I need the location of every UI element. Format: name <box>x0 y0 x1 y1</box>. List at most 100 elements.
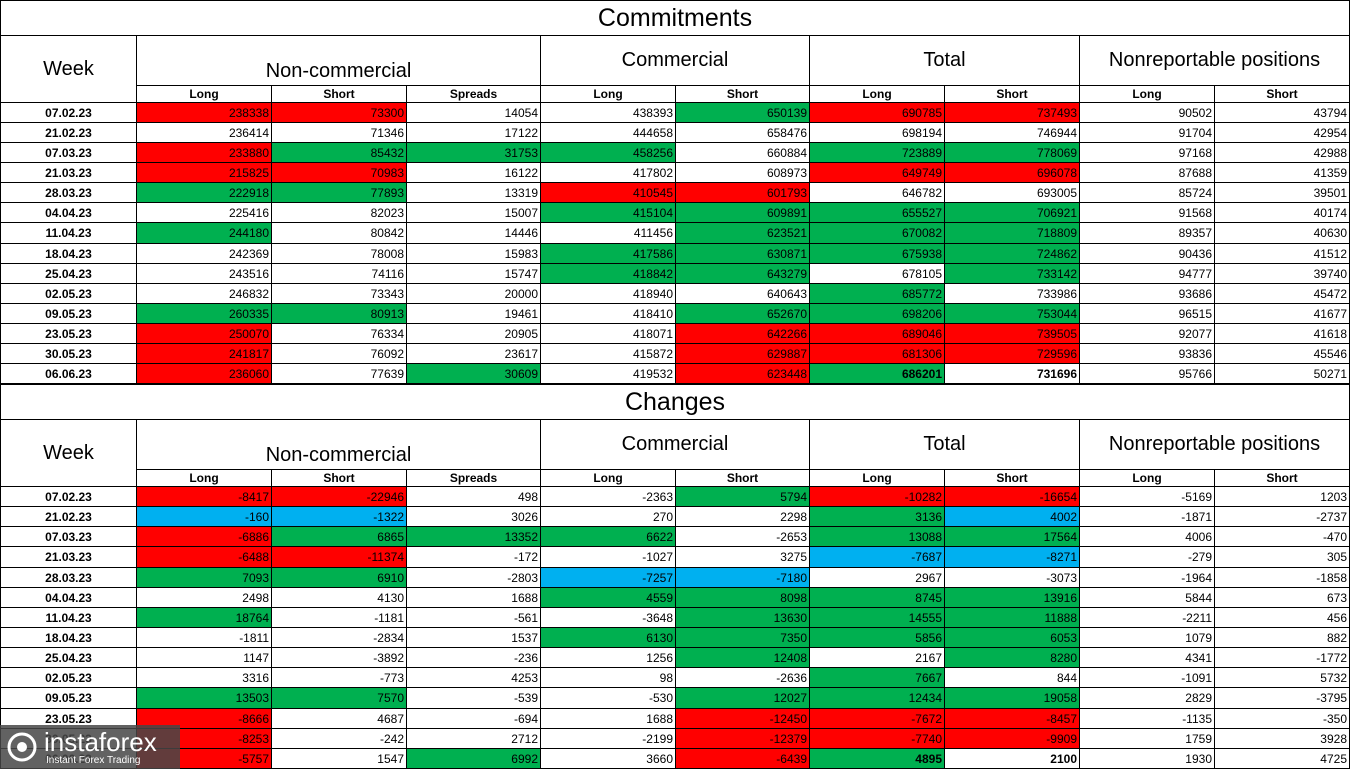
value-cell: 250070 <box>137 324 272 344</box>
value-cell: 733986 <box>945 284 1080 304</box>
value-cell: 233880 <box>137 143 272 163</box>
value-cell: 418410 <box>541 304 676 324</box>
value-cell: 3660 <box>541 749 676 769</box>
value-cell: 698206 <box>810 304 945 324</box>
value-cell: 12434 <box>810 688 945 709</box>
value-cell: -236 <box>407 648 541 668</box>
week-cell: 18.04.23 <box>0 244 137 264</box>
value-cell: 77893 <box>272 183 407 203</box>
value-cell: 739505 <box>945 324 1080 344</box>
value-cell: 236060 <box>137 364 272 384</box>
column-header: Long <box>137 470 272 487</box>
value-cell: 458256 <box>541 143 676 163</box>
value-cell: 45472 <box>1215 284 1350 304</box>
value-cell: -16654 <box>945 487 1080 507</box>
value-cell: -2834 <box>272 628 407 648</box>
value-cell: -6886 <box>137 527 272 547</box>
value-cell: 418940 <box>541 284 676 304</box>
group-header: Total <box>810 36 1080 86</box>
value-cell: 601793 <box>676 183 810 203</box>
value-cell: -2199 <box>541 729 676 749</box>
value-cell: 498 <box>407 487 541 507</box>
value-cell: -7257 <box>541 568 676 588</box>
value-cell: -8271 <box>945 547 1080 568</box>
value-cell: 419532 <box>541 364 676 384</box>
value-cell: 689046 <box>810 324 945 344</box>
value-cell: 2712 <box>407 729 541 749</box>
value-cell: -242 <box>272 729 407 749</box>
value-cell: 1759 <box>1080 729 1215 749</box>
value-cell: 95766 <box>1080 364 1215 384</box>
value-cell: 415872 <box>541 344 676 364</box>
value-cell: 225416 <box>137 203 272 223</box>
value-cell: -2211 <box>1080 608 1215 628</box>
value-cell: 6865 <box>272 527 407 547</box>
value-cell: 13088 <box>810 527 945 547</box>
value-cell: 73300 <box>272 103 407 123</box>
value-cell: 411456 <box>541 223 676 244</box>
week-cell: 25.04.23 <box>0 648 137 668</box>
value-cell: -3892 <box>272 648 407 668</box>
value-cell: 242369 <box>137 244 272 264</box>
value-cell: 13319 <box>407 183 541 203</box>
column-header: Short <box>1215 86 1350 103</box>
value-cell: 655527 <box>810 203 945 223</box>
value-cell: -2363 <box>541 487 676 507</box>
value-cell: 12027 <box>676 688 810 709</box>
value-cell: -1858 <box>1215 568 1350 588</box>
value-cell: 660884 <box>676 143 810 163</box>
value-cell: 85432 <box>272 143 407 163</box>
value-cell: 13352 <box>407 527 541 547</box>
value-cell: 15747 <box>407 264 541 284</box>
week-cell: 28.03.23 <box>0 568 137 588</box>
value-cell: -1964 <box>1080 568 1215 588</box>
value-cell: 20905 <box>407 324 541 344</box>
value-cell: -1811 <box>137 628 272 648</box>
value-cell: 3026 <box>407 507 541 527</box>
value-cell: 94777 <box>1080 264 1215 284</box>
value-cell: 6992 <box>407 749 541 769</box>
value-cell: 844 <box>945 668 1080 688</box>
value-cell: 6130 <box>541 628 676 648</box>
week-cell: 07.02.23 <box>0 103 137 123</box>
week-cell: 28.03.23 <box>0 183 137 203</box>
value-cell: 6053 <box>945 628 1080 648</box>
week-cell: 02.05.23 <box>0 668 137 688</box>
group-header: Commercial <box>541 36 810 86</box>
value-cell: 13503 <box>137 688 272 709</box>
week-cell: 25.04.23 <box>0 264 137 284</box>
value-cell: 42988 <box>1215 143 1350 163</box>
column-header: Short <box>272 86 407 103</box>
value-cell: 444658 <box>541 123 676 143</box>
section-title: Changes <box>0 384 1350 420</box>
value-cell: 6910 <box>272 568 407 588</box>
value-cell: 418842 <box>541 264 676 284</box>
column-header: Short <box>945 86 1080 103</box>
week-cell: 18.04.23 <box>0 628 137 648</box>
value-cell: 2967 <box>810 568 945 588</box>
value-cell: 1256 <box>541 648 676 668</box>
value-cell: 4002 <box>945 507 1080 527</box>
value-cell: 82023 <box>272 203 407 223</box>
value-cell: 686201 <box>810 364 945 384</box>
value-cell: -7687 <box>810 547 945 568</box>
week-cell: 11.04.23 <box>0 608 137 628</box>
value-cell: 77639 <box>272 364 407 384</box>
value-cell: 45546 <box>1215 344 1350 364</box>
value-cell: 724862 <box>945 244 1080 264</box>
value-cell: 16122 <box>407 163 541 183</box>
value-cell: 4895 <box>810 749 945 769</box>
value-cell: 260335 <box>137 304 272 324</box>
value-cell: -6439 <box>676 749 810 769</box>
value-cell: 1688 <box>541 709 676 729</box>
value-cell: 19461 <box>407 304 541 324</box>
week-cell: 09.05.23 <box>0 304 137 324</box>
value-cell: -5169 <box>1080 487 1215 507</box>
column-header: Short <box>945 470 1080 487</box>
value-cell: 89357 <box>1080 223 1215 244</box>
value-cell: 98 <box>541 668 676 688</box>
value-cell: 718809 <box>945 223 1080 244</box>
week-cell: 11.04.23 <box>0 223 137 244</box>
value-cell: -530 <box>541 688 676 709</box>
